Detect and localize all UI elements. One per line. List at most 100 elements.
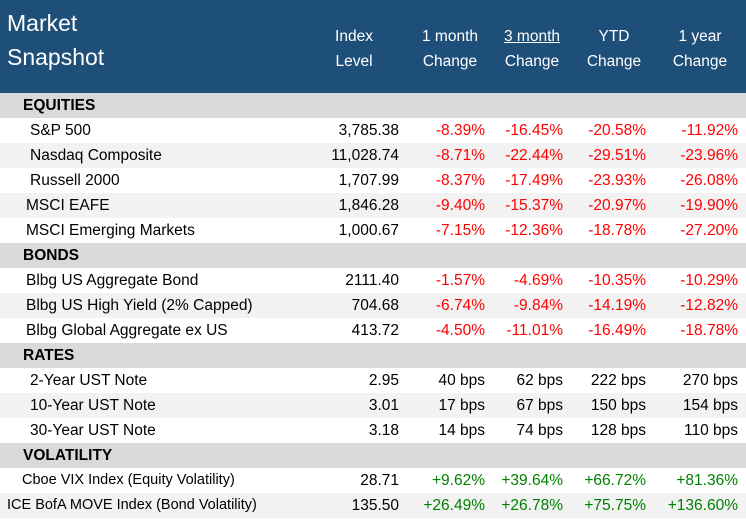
- change-1-month: 40 bps: [438, 372, 485, 389]
- change-1-year: -19.90%: [680, 197, 738, 214]
- header-ytd: YTD Change: [574, 24, 654, 74]
- change-1-year: -27.20%: [680, 222, 738, 239]
- header-1-year-line1: 1 year: [678, 28, 722, 45]
- change-1-month: -8.37%: [435, 172, 485, 189]
- change-1-year: -26.08%: [680, 172, 738, 189]
- change-1-year: -23.96%: [680, 147, 738, 164]
- header-ytd-line1: YTD: [598, 28, 630, 45]
- change-3-month: -12.36%: [505, 222, 563, 239]
- header-1-month-line2: Change: [422, 53, 478, 70]
- snapshot-table: EQUITIES S&P 500 3,785.38 -8.39% -16.45%…: [0, 93, 746, 518]
- change-1-month: +9.62%: [431, 472, 485, 489]
- section-volatility: VOLATILITY: [0, 443, 746, 468]
- index-level: 1,846.28: [338, 197, 399, 214]
- header-index-level-line2: Level: [335, 53, 373, 70]
- change-3-month: -4.69%: [513, 272, 563, 289]
- change-3-month: 62 bps: [516, 372, 563, 389]
- section-label: BONDS: [23, 247, 79, 264]
- header-index-level: Index Level: [320, 24, 388, 74]
- change-ytd: -10.35%: [588, 272, 646, 289]
- index-level: 3.18: [368, 422, 399, 439]
- table-row: Blbg US High Yield (2% Capped) 704.68 -6…: [0, 293, 746, 318]
- change-1-month: -4.50%: [435, 322, 485, 339]
- table-row: 2-Year UST Note 2.95 40 bps 62 bps 222 b…: [0, 368, 746, 393]
- header-1-year: 1 year Change: [660, 24, 740, 74]
- change-ytd: 222 bps: [590, 372, 646, 389]
- change-ytd: -20.97%: [588, 197, 646, 214]
- change-ytd: -14.19%: [588, 297, 646, 314]
- row-name: MSCI EAFE: [26, 197, 110, 214]
- table-row: 10-Year UST Note 3.01 17 bps 67 bps 150 …: [0, 393, 746, 418]
- row-name: Nasdaq Composite: [30, 147, 162, 164]
- change-1-month: -8.71%: [435, 147, 485, 164]
- table-header: Market Snapshot Index Level 1 month Chan…: [0, 0, 746, 93]
- change-1-month: -1.57%: [435, 272, 485, 289]
- row-name: 10-Year UST Note: [30, 397, 156, 414]
- index-level: 413.72: [351, 322, 399, 339]
- change-ytd: 128 bps: [590, 422, 646, 439]
- table-row: Cboe VIX Index (Equity Volatility) 28.71…: [0, 468, 746, 493]
- change-3-month: +39.64%: [501, 472, 563, 489]
- change-1-month: 17 bps: [438, 397, 485, 414]
- change-1-month: +26.49%: [423, 497, 485, 514]
- change-1-month: -9.40%: [435, 197, 485, 214]
- title-line-2: Snapshot: [7, 44, 105, 70]
- index-level: 2.95: [368, 372, 399, 389]
- change-3-month: -22.44%: [505, 147, 563, 164]
- table-row: Blbg Global Aggregate ex US 413.72 -4.50…: [0, 318, 746, 343]
- change-1-month: -6.74%: [435, 297, 485, 314]
- index-level: 28.71: [360, 472, 399, 489]
- change-3-month: -11.01%: [506, 322, 563, 339]
- row-name: MSCI Emerging Markets: [26, 222, 195, 239]
- row-name: Russell 2000: [30, 172, 120, 189]
- title-line-1: Market: [7, 10, 78, 36]
- index-level: 2111.40: [345, 272, 399, 289]
- table-row: Blbg US Aggregate Bond 2111.40 -1.57% -4…: [0, 268, 746, 293]
- row-name: Blbg US Aggregate Bond: [26, 272, 199, 289]
- table-row: Russell 2000 1,707.99 -8.37% -17.49% -23…: [0, 168, 746, 193]
- row-name: Cboe VIX Index (Equity Volatility): [22, 472, 235, 488]
- section-rates: RATES: [0, 343, 746, 368]
- change-1-year: +81.36%: [676, 472, 738, 489]
- row-name: Blbg US High Yield (2% Capped): [26, 297, 253, 314]
- index-level: 1,000.67: [338, 222, 399, 239]
- table-row: MSCI Emerging Markets 1,000.67 -7.15% -1…: [0, 218, 746, 243]
- section-label: EQUITIES: [23, 97, 96, 114]
- index-level: 704.68: [351, 297, 399, 314]
- change-1-year: -11.92%: [681, 122, 738, 139]
- change-ytd: +75.75%: [584, 497, 646, 514]
- table-row: S&P 500 3,785.38 -8.39% -16.45% -20.58% …: [0, 118, 746, 143]
- table-row: Nasdaq Composite 11,028.74 -8.71% -22.44…: [0, 143, 746, 168]
- section-label: VOLATILITY: [23, 447, 113, 464]
- row-name: 2-Year UST Note: [30, 372, 148, 389]
- header-1-month: 1 month Change: [410, 24, 490, 74]
- row-name: ICE BofA MOVE Index (Bond Volatility): [7, 497, 257, 513]
- row-name: S&P 500: [30, 122, 91, 139]
- change-ytd: -16.49%: [588, 322, 646, 339]
- header-3-month-line2: Change: [504, 53, 560, 70]
- change-ytd: +66.72%: [584, 472, 646, 489]
- index-level: 1,707.99: [338, 172, 399, 189]
- change-1-year: +136.60%: [667, 497, 738, 514]
- change-3-month: 67 bps: [516, 397, 563, 414]
- change-3-month: 74 bps: [516, 422, 563, 439]
- change-1-month: -8.39%: [435, 122, 485, 139]
- change-1-year: 110 bps: [683, 422, 738, 439]
- table-row: ICE BofA MOVE Index (Bond Volatility) 13…: [0, 493, 746, 518]
- change-ytd: -23.93%: [588, 172, 646, 189]
- section-label: RATES: [23, 347, 75, 364]
- row-name: 30-Year UST Note: [30, 422, 156, 439]
- change-1-month: -7.15%: [435, 222, 485, 239]
- change-1-year: 154 bps: [682, 397, 738, 414]
- change-3-month: +26.78%: [501, 497, 563, 514]
- index-level: 3,785.38: [338, 122, 399, 139]
- header-3-month: 3 month Change: [492, 24, 572, 74]
- change-3-month: -16.45%: [505, 122, 563, 139]
- header-1-month-line1: 1 month: [421, 28, 478, 45]
- change-1-month: 14 bps: [438, 422, 485, 439]
- page-title: Market Snapshot: [7, 6, 104, 74]
- change-ytd: -18.78%: [588, 222, 646, 239]
- change-1-year: -12.82%: [680, 297, 738, 314]
- change-ytd: -20.58%: [588, 122, 646, 139]
